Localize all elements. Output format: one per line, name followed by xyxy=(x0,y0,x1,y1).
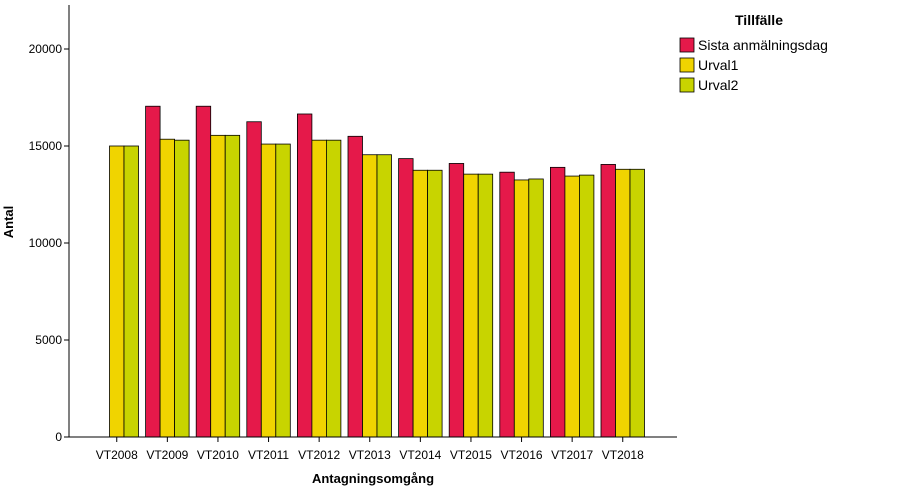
bar xyxy=(564,175,580,438)
x-tick-label: VT2012 xyxy=(298,448,340,462)
bar xyxy=(224,134,241,438)
bar xyxy=(427,169,443,438)
legend-swatch xyxy=(679,77,695,93)
bar xyxy=(159,138,176,438)
legend-label: Urval2 xyxy=(698,77,739,93)
bar xyxy=(109,145,125,438)
y-tick-label: 0 xyxy=(55,430,62,444)
legend-swatch xyxy=(679,57,695,73)
x-tick-label: VT2017 xyxy=(551,448,593,462)
x-tick-label: VT2011 xyxy=(248,448,289,462)
x-axis-title: Antagningsomgång xyxy=(312,471,434,486)
bar xyxy=(275,143,291,438)
bar xyxy=(448,163,465,438)
legend-label: Urval1 xyxy=(698,57,739,73)
bar xyxy=(615,168,631,438)
y-tick-label: 15000 xyxy=(29,139,63,153)
bar xyxy=(600,164,616,438)
bar xyxy=(325,139,342,438)
bar xyxy=(376,154,392,438)
bar xyxy=(296,113,313,438)
legend-title: Tillfälle xyxy=(735,12,783,28)
x-tick-label: VT2018 xyxy=(602,448,644,462)
bar xyxy=(463,173,479,438)
bar xyxy=(412,169,429,438)
legend-label: Sista anmälningsdag xyxy=(698,37,828,53)
y-tick-label: 20000 xyxy=(29,42,63,56)
x-tick-label: VT2013 xyxy=(349,448,391,462)
bar xyxy=(145,105,161,438)
legend-swatch xyxy=(679,37,695,53)
y-axis-ticks: 0 5000 10000 15000 20000 xyxy=(29,42,69,444)
x-tick-label: VT2015 xyxy=(450,448,492,462)
bar xyxy=(477,173,494,438)
x-axis-ticks: VT2008 VT2009 VT2010 VT2011 VT2012 VT2013 VT20… xyxy=(96,437,644,462)
x-tick-label: VT2008 xyxy=(96,448,138,462)
bar xyxy=(579,174,595,438)
bar xyxy=(499,171,515,438)
x-tick-label: VT2010 xyxy=(197,448,239,462)
bar xyxy=(513,179,530,438)
y-tick-label: 10000 xyxy=(29,236,63,250)
bar xyxy=(550,166,566,438)
legend: Tillfälle Sista anmälningsdag Urval1 Urval… xyxy=(679,12,828,93)
bar xyxy=(246,121,262,438)
y-axis-title: Antal xyxy=(1,206,16,239)
bar xyxy=(528,178,544,438)
bar xyxy=(195,105,212,438)
x-tick-label: VT2016 xyxy=(501,448,543,462)
legend-items: Sista anmälningsdag Urval1 Urval2 xyxy=(679,37,828,93)
bar xyxy=(347,135,363,438)
bar xyxy=(362,154,378,438)
bars-layer xyxy=(109,105,645,438)
x-tick-label: VT2014 xyxy=(399,448,441,462)
bar xyxy=(210,134,226,438)
bar xyxy=(311,139,327,438)
bar xyxy=(260,143,277,438)
bar xyxy=(123,145,139,438)
y-tick-label: 5000 xyxy=(35,333,62,347)
bar xyxy=(629,168,645,438)
bar xyxy=(398,158,414,438)
x-tick-label: VT2009 xyxy=(146,448,188,462)
bar xyxy=(174,139,190,438)
